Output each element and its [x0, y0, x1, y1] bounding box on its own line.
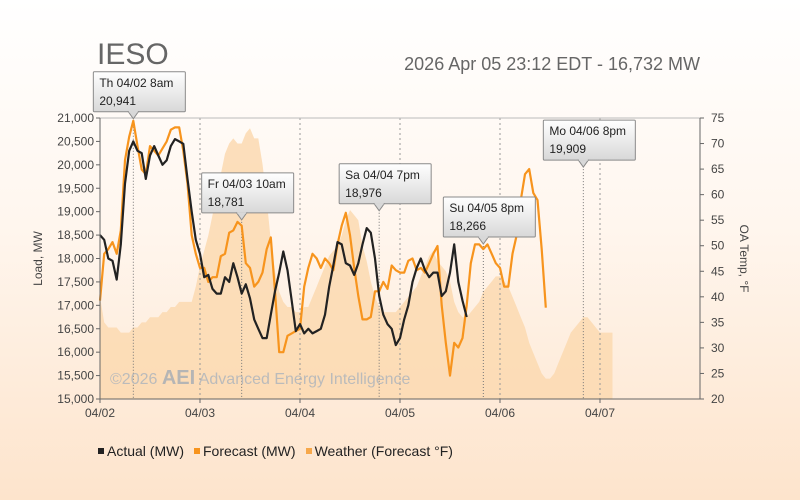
peak-callout: Mo 04/06 8pm 19,909	[542, 119, 636, 168]
y2-tick-label: 20	[711, 392, 725, 406]
peak-callout: Sa 04/04 7pm 18,976	[338, 163, 432, 212]
y2-tick-label: 30	[711, 341, 725, 355]
callout-value: 18,266	[449, 219, 486, 233]
y2-tick-label: 75	[711, 111, 725, 125]
legend-label: Forecast (MW)	[203, 443, 296, 459]
y2-tick-label: 25	[711, 366, 725, 380]
y-tick-label: 16,500	[57, 322, 94, 336]
callout-day: Mo 04/06 8pm	[549, 124, 626, 138]
legend-swatch	[98, 448, 104, 454]
peak-callout: Th 04/02 8am 20,941	[92, 71, 186, 120]
y2-tick-label: 45	[711, 264, 725, 278]
watermark: ©2026 AEI Advanced Energy Intelligence	[110, 367, 411, 389]
callout-box	[442, 196, 536, 238]
x-tick-label: 04/06	[485, 406, 515, 420]
actual-line	[99, 138, 468, 347]
callout-pointer	[577, 159, 590, 168]
x-tick-label: 04/07	[585, 406, 615, 420]
callout-day: Th 04/02 8am	[99, 76, 173, 90]
x-tick-label: 04/02	[85, 406, 115, 420]
timestamp-readout: 2026 Apr 05 23:12 EDT - 16,732 MW	[404, 54, 700, 74]
y-axis-title: Load, MW	[31, 230, 45, 285]
y2-axis-title: OA Temp, °F	[737, 225, 751, 293]
y-tick-label: 20,500	[57, 134, 94, 148]
legend-item[interactable]: Weather (Forecast °F)	[305, 443, 453, 459]
chart-title: IESO	[97, 38, 169, 71]
legend-item[interactable]: Forecast (MW)	[194, 443, 296, 459]
y-tick-label: 17,500	[57, 275, 94, 289]
callout-box	[542, 119, 636, 161]
legend-label: Actual (MW)	[107, 443, 184, 459]
y2-tick-label: 70	[711, 137, 725, 151]
callout-value: 18,781	[208, 195, 245, 209]
y-tick-label: 16,000	[57, 345, 94, 359]
x-tick-label: 04/04	[285, 406, 315, 420]
y2-tick-label: 50	[711, 239, 725, 253]
y2-tick-label: 40	[711, 290, 725, 304]
y-tick-label: 20,000	[57, 158, 94, 172]
y-tick-label: 18,000	[57, 252, 94, 266]
y2-tick-label: 35	[711, 315, 725, 329]
x-tick-label: 04/03	[185, 406, 215, 420]
callout-pointer	[373, 203, 386, 212]
callout-value: 18,976	[345, 186, 382, 200]
y-tick-label: 15,000	[57, 392, 94, 406]
legend-swatch	[194, 448, 200, 454]
callout-day: Fr 04/03 10am	[208, 177, 286, 191]
callout-pointer	[477, 236, 490, 245]
callout-box	[201, 172, 295, 214]
y2-tick-label: 55	[711, 213, 725, 227]
y2-tick-label: 60	[711, 188, 725, 202]
y-tick-label: 17,000	[57, 298, 94, 312]
callout-box	[338, 163, 432, 205]
callout-value: 20,941	[99, 94, 136, 108]
y2-tick-label: 65	[711, 162, 725, 176]
y-tick-label: 21,000	[57, 111, 94, 125]
callout-day: Su 04/05 8pm	[449, 201, 524, 215]
y-tick-label: 18,500	[57, 228, 94, 242]
forecast-line	[98, 119, 547, 377]
callout-day: Sa 04/04 7pm	[345, 168, 420, 182]
callout-box	[92, 71, 186, 113]
y-tick-label: 15,500	[57, 369, 94, 383]
y-tick-label: 19,000	[57, 205, 94, 219]
peak-callout: Fr 04/03 10am 18,781	[201, 172, 295, 221]
x-tick-label: 04/05	[385, 406, 415, 420]
chart-legend: Actual (MW) Forecast (MW) Weather (Forecas…	[98, 443, 453, 459]
y-tick-label: 19,500	[57, 181, 94, 195]
callout-value: 19,909	[549, 142, 586, 156]
peak-callout: Su 04/05 8pm 18,266	[442, 196, 536, 245]
legend-swatch	[305, 448, 312, 454]
legend-label: Weather (Forecast °F)	[314, 443, 453, 459]
legend-item[interactable]: Actual (MW)	[98, 443, 184, 459]
